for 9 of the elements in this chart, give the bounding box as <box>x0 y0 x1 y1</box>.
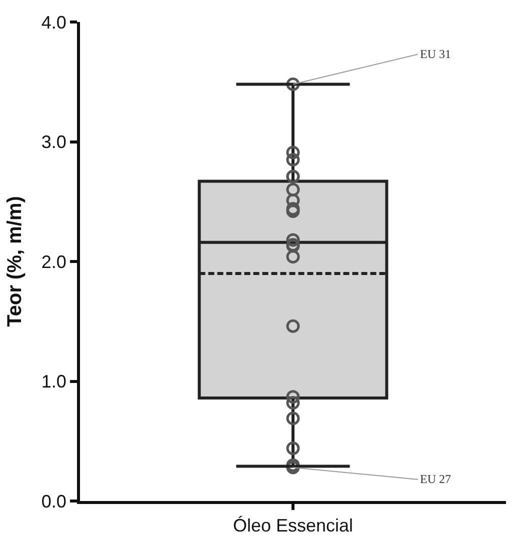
x-tick-label: Óleo Essencial <box>232 516 354 536</box>
annotation: EU 27 <box>420 472 451 486</box>
y-tick-label: 4.0 <box>41 12 66 32</box>
y-tick-label: 3.0 <box>41 132 66 152</box>
y-tick-label: 2.0 <box>41 252 66 272</box>
annotation: EU 31 <box>420 47 451 61</box>
y-axis-title: Teor (%, m/m) <box>4 196 26 327</box>
y-tick-label: 1.0 <box>41 372 66 392</box>
y-tick-label: 0.0 <box>41 491 66 512</box>
